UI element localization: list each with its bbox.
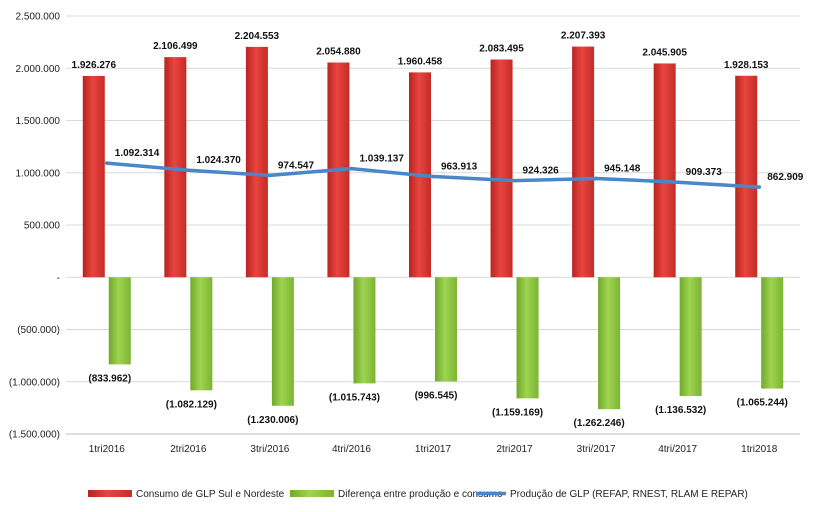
legend-swatch-diferenca [290,490,334,497]
bar-consumo [572,46,595,278]
y-tick-label: 2.500.000 [16,12,61,23]
x-tick-label: 4tri/2016 [332,444,371,455]
data-label-producao: 1.024.370 [196,155,241,166]
y-tick-label: 1.500.000 [16,116,61,127]
bar-diferenca [761,277,784,389]
data-label-diferenca: (1.262.246) [574,418,625,429]
bar-consumo [490,59,513,278]
data-label-diferenca: (833.962) [88,373,131,384]
data-label-producao: 945.148 [604,163,641,174]
bar-diferenca [516,277,539,399]
y-tick-label: (500.000) [17,325,60,336]
bars [82,46,784,410]
x-tick-label: 1tri2017 [415,444,452,455]
bar-consumo [653,63,676,278]
data-label-diferenca: (1.136.532) [655,405,706,416]
data-label-consumo: 1.926.276 [72,60,117,71]
point-producao [104,161,109,165]
data-label-consumo: 1.928.153 [724,60,769,71]
point-producao [268,173,272,178]
data-label-consumo: 2.204.553 [235,31,280,42]
data-label-producao: 862.909 [767,172,804,183]
data-label-diferenca: (1.015.743) [329,392,380,403]
bar-consumo [245,46,268,278]
data-label-producao: 974.547 [278,160,315,171]
point-producao [594,176,598,181]
y-tick-label: (1.500.000) [9,430,60,441]
x-tick-label: 1tri2016 [89,444,126,455]
bar-consumo [164,57,187,278]
point-producao [186,168,191,173]
data-label-consumo: 1.960.458 [398,56,443,67]
legend-label: Produção de GLP (REFAP, RNEST, RLAM E RE… [510,489,748,500]
bar-diferenca [190,277,213,391]
data-label-diferenca: (1.230.006) [247,415,298,426]
bar-diferenca [108,277,131,365]
bar-diferenca [271,277,294,406]
line-series [104,161,762,189]
data-label-diferenca: (996.545) [415,390,458,401]
x-tick-label: 3tri/2016 [250,444,289,455]
bar-diferenca [679,277,702,397]
data-label-producao: 924.326 [523,166,560,177]
point-producao [512,178,517,183]
data-label-consumo: 2.045.905 [642,47,687,58]
point-producao [431,174,435,179]
bar-consumo [82,75,105,278]
legend-label: Diferença entre produção e consumo [338,489,503,500]
legend-swatch-consumo [88,490,132,497]
grid-lines [66,15,800,435]
data-label-consumo: 2.207.393 [561,31,606,42]
y-axis: (1.500.000) (1.000.000) (500.000) - 500.000 1… [9,12,61,441]
point-producao [349,166,354,171]
data-label-producao: 1.092.314 [115,148,160,159]
y-tick-label: 2.000.000 [16,64,61,75]
y-tick-label: - [57,273,60,284]
point-producao [675,180,680,185]
bar-diferenca [353,277,376,384]
bar-diferenca [435,277,457,382]
x-tick-label: 4tri/2017 [658,444,697,455]
legend-label: Consumo de GLP Sul e Nordeste [136,489,285,500]
y-tick-label: 500.000 [24,221,61,232]
data-label-consumo: 2.083.495 [479,44,524,55]
legend: Consumo de GLP Sul e Nordeste Diferença e… [88,489,748,500]
x-axis: 1tri2016 2tri2016 3tri/2016 4tri/2016 1tri20… [66,433,800,455]
data-label-diferenca: (1.159.169) [492,407,543,418]
y-tick-label: (1.000.000) [9,377,60,388]
data-label-producao: 963.913 [441,162,478,173]
x-tick-label: 1tri2018 [741,444,778,455]
bar-consumo [735,75,758,278]
point-producao [757,185,762,189]
bar-diferenca [598,277,621,410]
x-tick-label: 2tri2016 [170,444,207,455]
data-label-producao: 909.373 [686,167,723,178]
x-tick-label: 3tri/2017 [577,444,616,455]
data-label-producao: 1.039.137 [359,154,404,165]
data-label-consumo: 2.054.880 [316,47,361,58]
data-label-consumo: 2.106.499 [153,41,198,52]
data-labels: 1.926.276 2.106.499 2.204.553 2.054.880 1.96… [72,31,804,430]
x-tick-label: 2tri2017 [496,444,533,455]
data-label-diferenca: (1.065.244) [737,398,788,409]
data-label-diferenca: (1.082.129) [166,399,217,410]
y-tick-label: 1.000.000 [16,168,61,179]
